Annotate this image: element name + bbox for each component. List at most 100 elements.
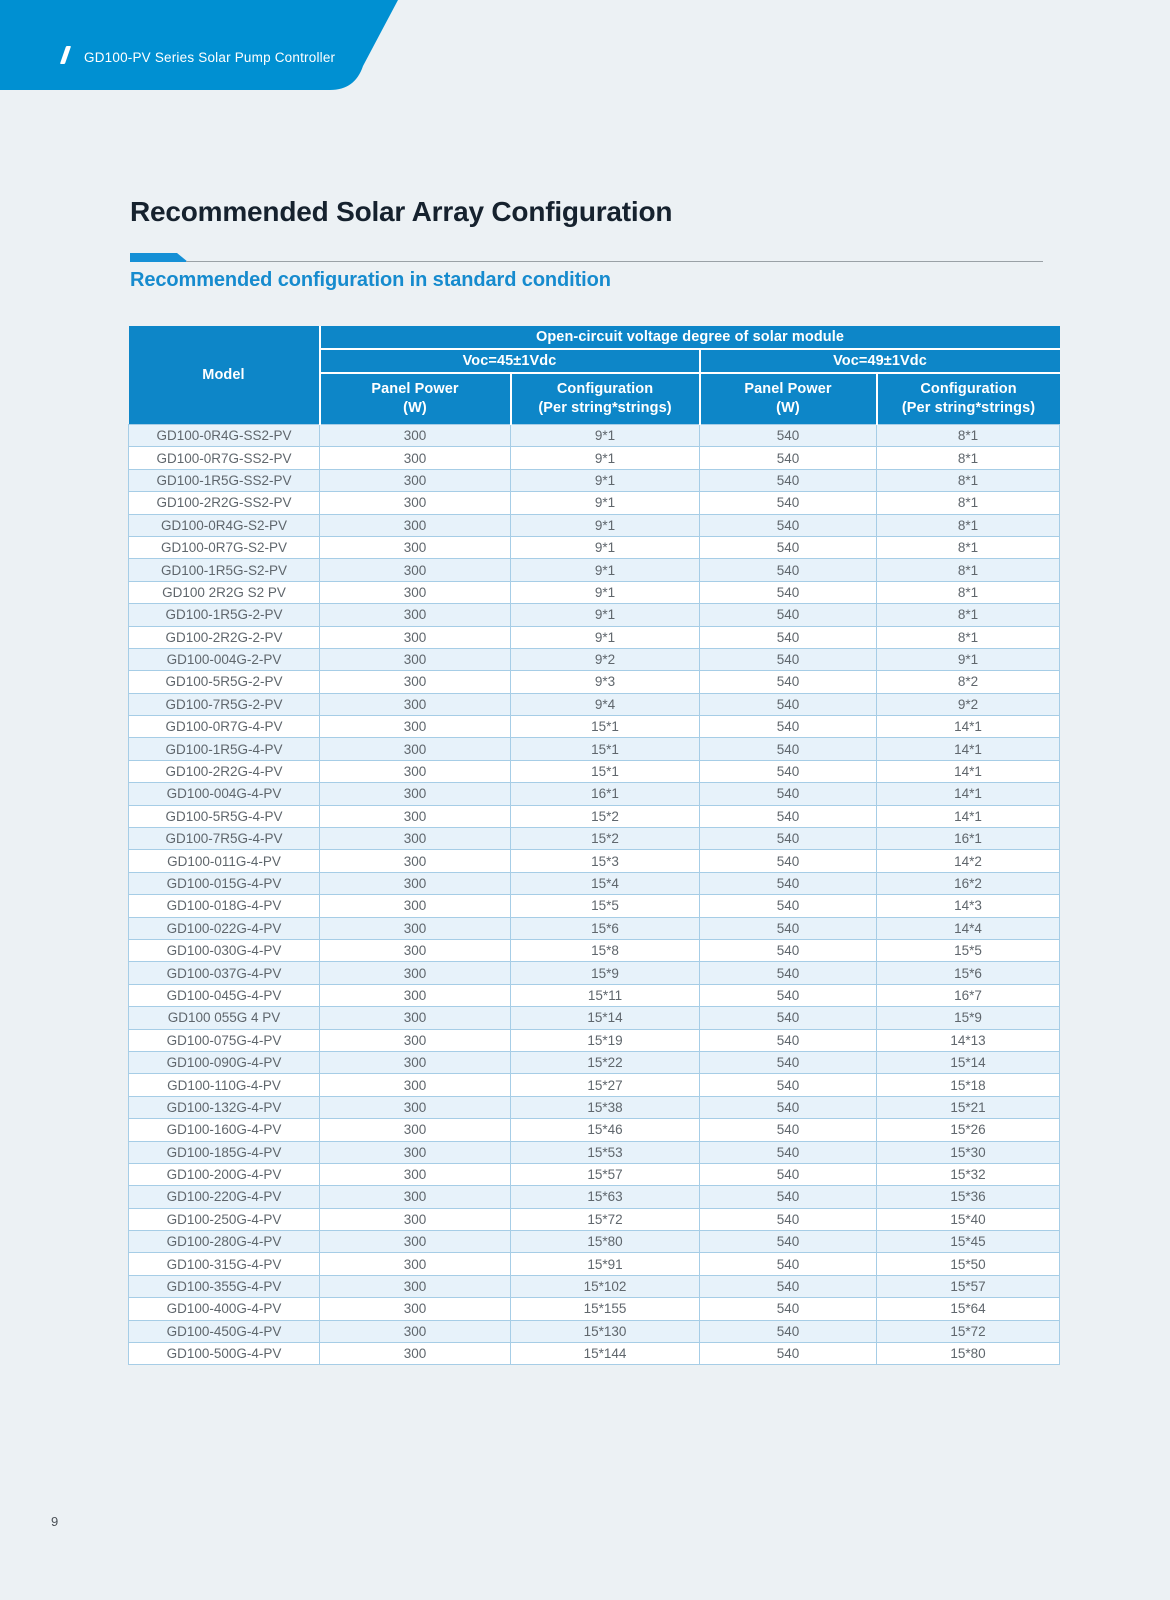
configuration-45-cell: 9*1 [510,491,700,515]
col-header-voc49: Voc=49±1Vdc [698,348,1060,373]
panel-power-49-cell: 540 [699,1118,877,1142]
panel-power-unit: (W) [403,400,427,416]
configuration-45-cell: 15*3 [510,849,700,873]
configuration-49-cell: 14*1 [876,804,1060,829]
model-cell: GD100-1R5G-2-PV [128,603,320,627]
table-row: GD100-018G-4-PV 300 15*5 540 14*3 [128,894,1060,918]
panel-power-45-cell: 300 [319,1185,511,1209]
panel-power-49-cell: 540 [699,1342,877,1366]
col-header-voc45: Voc=45±1Vdc [318,348,700,373]
panel-power-45-cell: 300 [319,737,511,761]
table-row: GD100-022G-4-PV 300 15*6 540 14*4 [128,916,1060,940]
configuration-45-cell: 15*5 [510,894,700,918]
panel-power-label: Panel Power [371,381,459,398]
table-row: GD100-030G-4-PV 300 15*8 540 15*5 [128,938,1060,963]
configuration-49-cell: 16*7 [876,983,1060,1008]
model-cell: GD100-220G-4-PV [128,1185,320,1209]
panel-power-49-cell: 540 [699,983,877,1008]
configuration-49-cell: 15*9 [876,1006,1060,1030]
model-cell: GD100-015G-4-PV [128,871,320,896]
panel-power-45-cell: 300 [319,1252,511,1276]
banner-shape [0,0,398,90]
panel-power-45-cell: 300 [319,625,511,649]
table-row: GD100-0R4G-SS2-PV 300 9*1 540 8*1 [128,423,1060,448]
model-cell: GD100-030G-4-PV [128,938,320,963]
configuration-45-cell: 15*102 [510,1274,700,1299]
model-cell: GD100-037G-4-PV [128,961,320,985]
panel-power-45-cell: 300 [319,1118,511,1142]
panel-power-49-cell: 540 [699,1252,877,1276]
panel-power-49-cell: 540 [699,1185,877,1209]
table-row: GD100-015G-4-PV 300 15*4 540 16*2 [128,871,1060,896]
panel-power-45-cell: 300 [319,715,511,739]
configuration-45-cell: 9*1 [510,603,700,627]
configuration-45-cell: 15*1 [510,759,700,784]
table-row: GD100-5R5G-2-PV 300 9*3 540 8*2 [128,670,1060,694]
table-row: GD100 2R2G S2 PV 300 9*1 540 8*1 [128,580,1060,605]
page-title: Recommended Solar Array Configuration [130,196,673,227]
configuration-45-cell: 9*1 [510,446,700,470]
table-row: GD100-0R7G-S2-PV 300 9*1 540 8*1 [128,535,1060,560]
table-row: GD100-075G-4-PV 300 15*19 540 14*13 [128,1028,1060,1052]
model-cell: GD100-355G-4-PV [128,1274,320,1299]
panel-power-49-cell: 540 [699,1162,877,1187]
table-row: GD100-1R5G-S2-PV 300 9*1 540 8*1 [128,558,1060,582]
model-cell: GD100-110G-4-PV [128,1073,320,1097]
panel-power-49-cell: 540 [699,468,877,493]
panel-power-49-cell: 540 [699,1140,877,1164]
panel-power-45-cell: 300 [319,423,511,448]
configuration-45-cell: 15*130 [510,1319,700,1344]
table-row: GD100-400G-4-PV 300 15*155 540 15*64 [128,1297,1060,1321]
configuration-49-cell: 14*4 [876,916,1060,940]
underline-accent [130,253,188,262]
table-row: GD100-2R2G-SS2-PV 300 9*1 540 8*1 [128,491,1060,515]
config-table: Model Open-circuit voltage degree of sol… [128,326,1060,1366]
panel-power-49-cell: 540 [699,535,877,560]
configuration-49-cell: 8*1 [876,535,1060,560]
panel-power-49-cell: 540 [699,580,877,605]
configuration-45-cell: 15*63 [510,1185,700,1209]
panel-power-45-cell: 300 [319,513,511,537]
configuration-45-cell: 15*144 [510,1342,700,1366]
configuration-45-cell: 15*19 [510,1028,700,1052]
panel-power-49-cell: 540 [699,647,877,672]
panel-power-49-cell: 540 [699,916,877,940]
model-cell: GD100-018G-4-PV [128,894,320,918]
col-header-panel-power-49: Panel Power (W) [698,372,877,425]
configuration-49-cell: 8*1 [876,580,1060,605]
panel-power-45-cell: 300 [319,603,511,627]
configuration-49-cell: 15*14 [876,1050,1060,1075]
panel-power-49-cell: 540 [699,1050,877,1075]
configuration-45-cell: 9*3 [510,670,700,694]
panel-power-49-cell: 540 [699,1230,877,1254]
panel-power-49-cell: 540 [699,423,877,448]
model-cell: GD100-400G-4-PV [128,1297,320,1321]
configuration-49-cell: 8*1 [876,468,1060,493]
configuration-49-cell: 14*1 [876,759,1060,784]
model-cell: GD100-280G-4-PV [128,1230,320,1254]
section-subtitle: Recommended configuration in standard co… [130,269,611,291]
configuration-45-cell: 9*1 [510,468,700,493]
panel-power-49-cell: 540 [699,1095,877,1120]
panel-power-unit: (W) [776,400,800,416]
panel-power-45-cell: 300 [319,491,511,515]
table-row: GD100-004G-2-PV 300 9*2 540 9*1 [128,647,1060,672]
panel-power-45-cell: 300 [319,1006,511,1030]
panel-power-49-cell: 540 [699,1274,877,1299]
configuration-49-cell: 15*50 [876,1252,1060,1276]
table-row: GD100-7R5G-4-PV 300 15*2 540 16*1 [128,827,1060,851]
panel-power-45-cell: 300 [319,1050,511,1075]
model-cell: GD100-090G-4-PV [128,1050,320,1075]
model-cell: GD100-022G-4-PV [128,916,320,940]
table-row: GD100-250G-4-PV 300 15*72 540 15*40 [128,1207,1060,1232]
model-cell: GD100-0R4G-S2-PV [128,513,320,537]
panel-power-49-cell: 540 [699,513,877,537]
panel-power-49-cell: 540 [699,715,877,739]
configuration-45-cell: 15*53 [510,1140,700,1164]
configuration-45-cell: 15*14 [510,1006,700,1030]
configuration-49-cell: 16*2 [876,871,1060,896]
configuration-45-cell: 15*155 [510,1297,700,1321]
configuration-49-cell: 15*32 [876,1162,1060,1187]
configuration-49-cell: 8*1 [876,558,1060,582]
table-row: GD100-037G-4-PV 300 15*9 540 15*6 [128,961,1060,985]
